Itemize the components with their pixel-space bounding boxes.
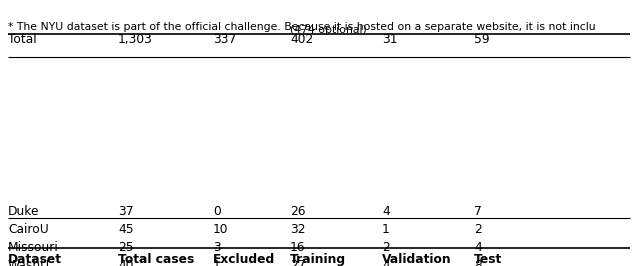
Text: 0: 0: [213, 205, 221, 218]
Text: Total: Total: [8, 33, 36, 46]
Text: 26: 26: [290, 205, 305, 218]
Text: 1,303: 1,303: [118, 33, 153, 46]
Text: CairoU: CairoU: [8, 223, 49, 236]
Text: Duke: Duke: [8, 205, 40, 218]
Text: 1: 1: [382, 223, 390, 236]
Text: 7: 7: [474, 205, 482, 218]
Text: 31: 31: [382, 33, 397, 46]
Text: 37: 37: [118, 205, 134, 218]
Text: 1: 1: [213, 259, 221, 266]
Text: Missouri: Missouri: [8, 241, 59, 254]
Text: (474 optional): (474 optional): [290, 25, 367, 35]
Text: 4: 4: [382, 205, 390, 218]
Text: 402: 402: [290, 33, 313, 46]
Text: Dataset: Dataset: [8, 253, 62, 266]
Text: Test: Test: [474, 253, 502, 266]
Text: 8: 8: [474, 259, 482, 266]
Text: 4: 4: [382, 259, 390, 266]
Text: 40: 40: [118, 259, 134, 266]
Text: Validation: Validation: [382, 253, 452, 266]
Text: 337: 337: [213, 33, 236, 46]
Text: 3: 3: [213, 241, 221, 254]
Text: 45: 45: [118, 223, 134, 236]
Text: 16: 16: [290, 241, 305, 254]
Text: 25: 25: [118, 241, 134, 254]
Text: * The NYU dataset is part of the official challenge. Because it is hosted on a s: * The NYU dataset is part of the officia…: [8, 22, 596, 32]
Text: Excluded: Excluded: [213, 253, 275, 266]
Text: 27: 27: [290, 259, 305, 266]
Text: Training: Training: [290, 253, 346, 266]
Text: 4: 4: [474, 241, 482, 254]
Text: WashU: WashU: [8, 259, 50, 266]
Text: Total cases: Total cases: [118, 253, 195, 266]
Text: 2: 2: [382, 241, 390, 254]
Text: 10: 10: [213, 223, 228, 236]
Text: 59: 59: [474, 33, 490, 46]
Text: 2: 2: [474, 223, 482, 236]
Text: 32: 32: [290, 223, 305, 236]
